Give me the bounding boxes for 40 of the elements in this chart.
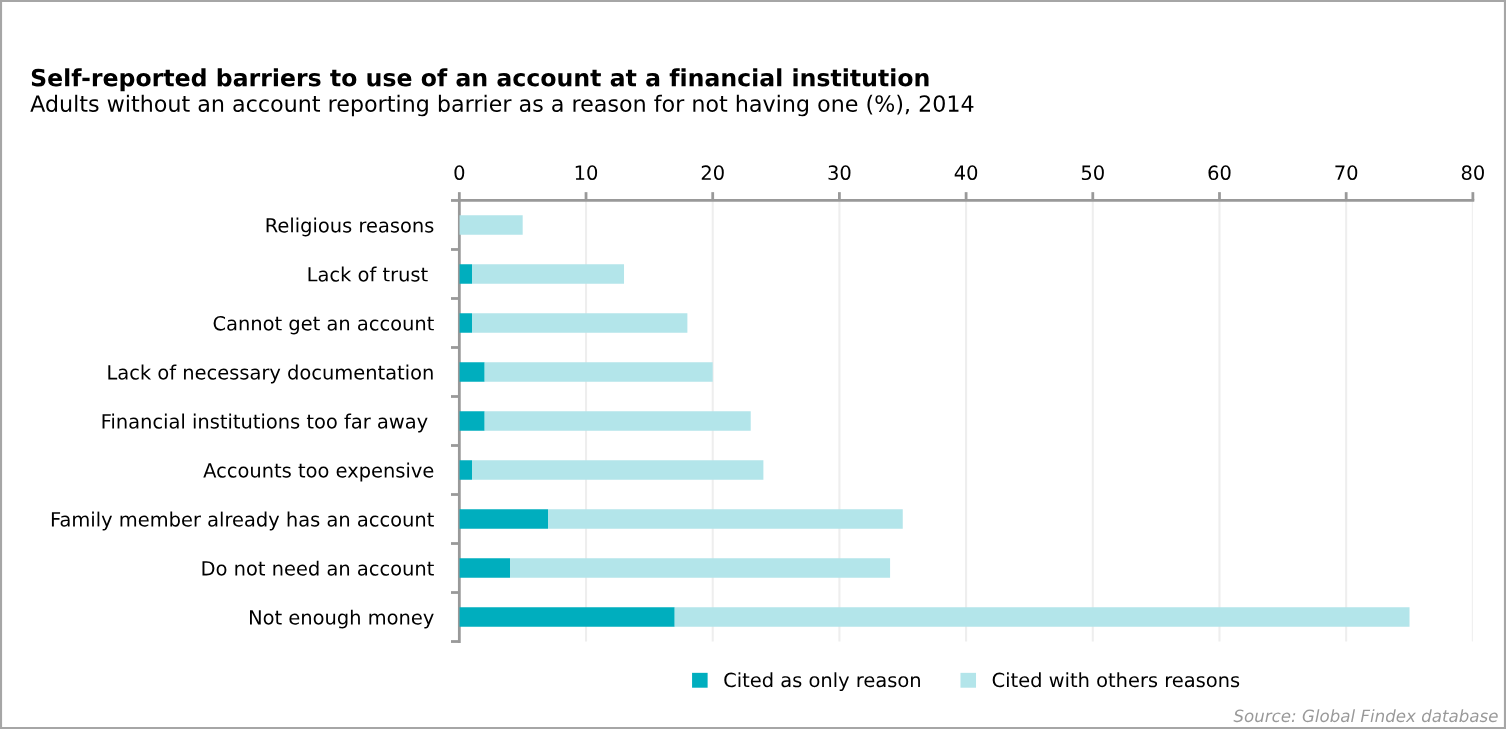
y-tick-label: Lack of necessary documentation bbox=[108, 364, 433, 384]
bar bbox=[459, 509, 549, 529]
y-tick-label: Religious reasons bbox=[266, 217, 434, 237]
x-tick-label: 60 bbox=[1208, 165, 1231, 181]
bar bbox=[472, 460, 764, 480]
y-tick-label: Do not need an account bbox=[202, 560, 434, 576]
bar bbox=[472, 313, 688, 333]
bar bbox=[472, 264, 625, 284]
y-tick-label: Lack of trust bbox=[308, 266, 428, 282]
bar bbox=[459, 313, 472, 333]
y-tick-label: Financial institutions too far away bbox=[102, 413, 428, 433]
x-tick-label: 0 bbox=[454, 165, 465, 181]
bar bbox=[459, 460, 472, 480]
bar bbox=[459, 215, 523, 235]
y-tick-label: Family member already has an account bbox=[51, 511, 434, 531]
y-tick-label: Not enough money bbox=[250, 609, 434, 629]
bar bbox=[459, 362, 485, 382]
bar bbox=[548, 509, 903, 529]
bar bbox=[484, 411, 751, 431]
bar bbox=[459, 264, 472, 284]
y-tick-label: Accounts too expensive bbox=[203, 462, 434, 482]
bar bbox=[484, 362, 713, 382]
bar bbox=[459, 607, 675, 627]
x-tick-label: 10 bbox=[575, 165, 598, 181]
bar bbox=[510, 558, 891, 578]
legend-label: Cited with others reasons bbox=[992, 672, 1240, 688]
bar bbox=[674, 607, 1410, 627]
x-tick-label: 70 bbox=[1335, 165, 1358, 181]
legend-label: Cited as only reason bbox=[724, 672, 920, 692]
y-tick-label: Cannot get an account bbox=[213, 315, 434, 335]
x-tick-label: 40 bbox=[954, 165, 978, 181]
x-tick-label: 50 bbox=[1081, 165, 1104, 181]
chart-title: Self-reported barriers to use of an account at a financial institution bbox=[31, 68, 929, 92]
source-note: Source: Global Findex database bbox=[1233, 709, 1498, 723]
bar bbox=[459, 411, 485, 431]
bar bbox=[459, 558, 511, 578]
x-tick-label: 30 bbox=[828, 165, 851, 181]
x-tick-label: 20 bbox=[701, 165, 724, 181]
x-tick-label: 80 bbox=[1461, 165, 1484, 181]
chart-subtitle: Adults without an account reporting barrier as a reason for not having one (%), 2014 bbox=[30, 94, 974, 117]
